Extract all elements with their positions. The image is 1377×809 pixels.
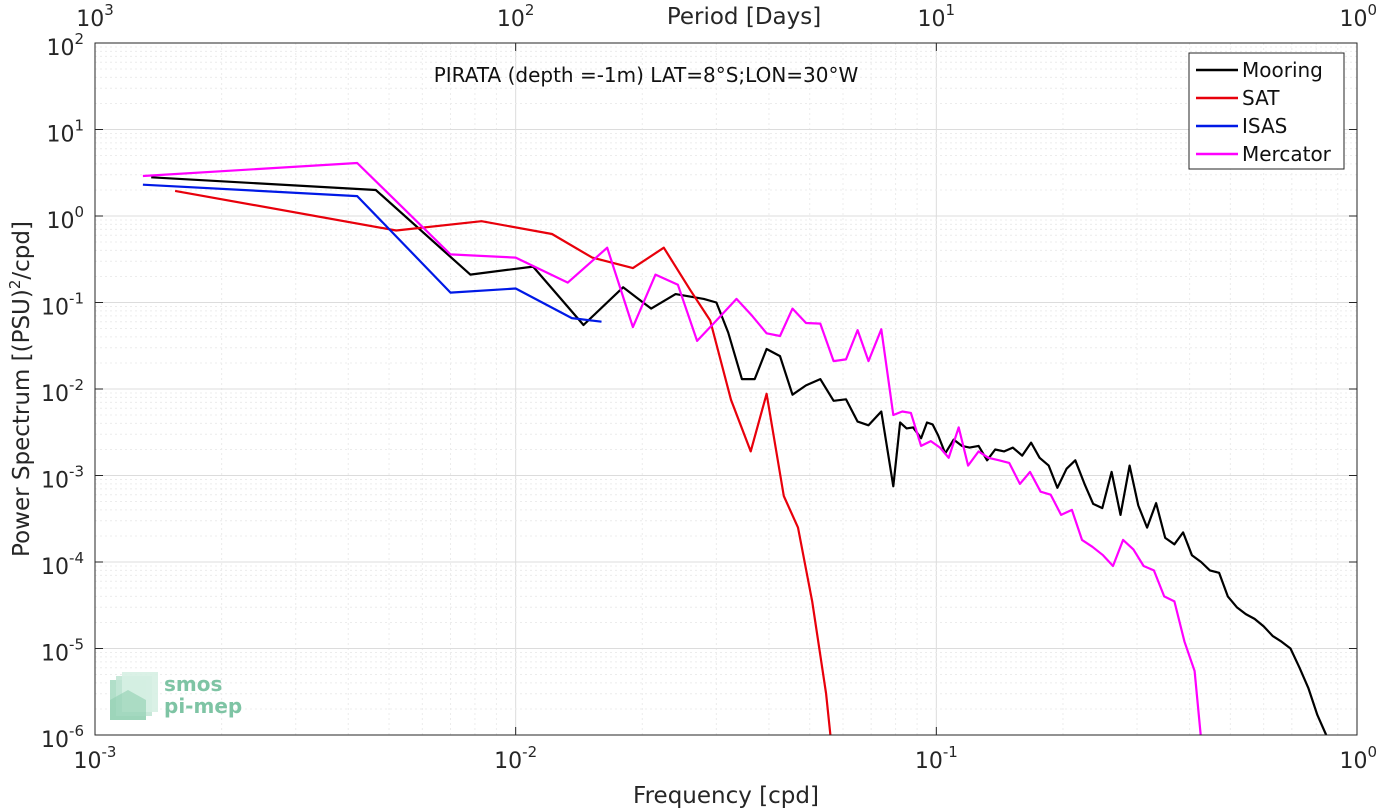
y-tick-label: 101 <box>46 117 84 148</box>
y-tick-label: 102 <box>46 30 84 61</box>
y-tick-label: 10-4 <box>41 549 84 580</box>
legend: Mooring SAT ISAS Mercator <box>1188 52 1345 170</box>
legend-label-sat: SAT <box>1242 86 1280 110</box>
y-tick-label: 10-3 <box>41 463 84 494</box>
y-tick-label: 10-1 <box>41 290 84 321</box>
series-lines <box>142 161 1328 736</box>
x-tick-label: 10-1 <box>915 743 958 774</box>
series-line-sat <box>174 189 832 736</box>
top-tick-label: 100 <box>1339 1 1377 32</box>
legend-box <box>1188 52 1345 170</box>
y-tick-label: 100 <box>46 203 84 234</box>
logo-text-line1: smos <box>164 672 222 696</box>
grid <box>94 43 1357 736</box>
smos-pi-mep-logo: smos pi-mep <box>110 672 242 720</box>
series-line-mooring <box>151 176 1328 736</box>
top-tick-label: 103 <box>76 1 114 32</box>
x-axis-title: Frequency [cpd] <box>633 783 819 809</box>
top-tick-label: 101 <box>918 1 956 32</box>
chart-title: PIRATA (depth =-1m) LAT=8°S;LON=30°W <box>434 63 859 87</box>
x-tick-label: 100 <box>1339 743 1377 774</box>
top-axis-title: Period [Days] <box>667 4 821 30</box>
logo-mark-icon <box>110 672 158 720</box>
y-tick-label: 10-6 <box>41 722 84 753</box>
series-line-isas <box>142 183 602 323</box>
top-tick-label: 102 <box>497 1 535 32</box>
x-tick-label: 10-3 <box>74 743 117 774</box>
y-tick-label: 10-5 <box>41 636 84 667</box>
x-tick-label: 10-2 <box>494 743 537 774</box>
y-axis-title: Power Spectrum [(PSU)2/cpd] <box>6 221 35 557</box>
series-line-mercator <box>142 161 1202 736</box>
y-tick-label: 10-2 <box>41 376 84 407</box>
legend-label-isas: ISAS <box>1242 114 1287 138</box>
logo-text-line2: pi-mep <box>164 694 242 718</box>
legend-label-mooring: Mooring <box>1242 58 1323 82</box>
legend-label-mercator: Mercator <box>1242 142 1332 166</box>
